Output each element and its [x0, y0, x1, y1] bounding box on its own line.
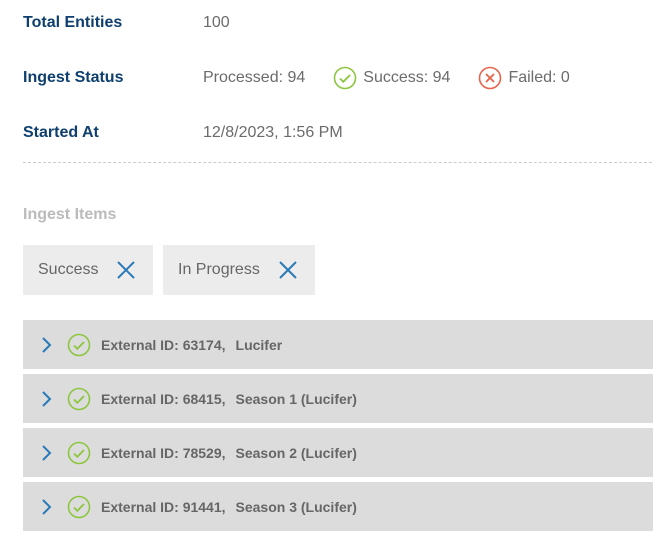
divider	[23, 162, 652, 163]
item-name: Season 2 (Lucifer)	[235, 444, 357, 461]
external-id: External ID: 63174,	[101, 336, 226, 353]
filter-label: Success	[38, 261, 99, 278]
ingest-item-row[interactable]: External ID: 68415, Season 1 (Lucifer)	[23, 374, 653, 423]
ingest-item-row[interactable]: External ID: 63174, Lucifer	[23, 320, 653, 369]
item-name: Season 3 (Lucifer)	[235, 498, 357, 515]
ingest-status-label: Ingest Status	[23, 69, 124, 86]
chevron-right-icon[interactable]	[41, 444, 53, 462]
check-circle-icon	[67, 495, 91, 518]
filter-chip-in-progress: In Progress	[163, 245, 315, 295]
total-entities-label: Total Entities	[23, 14, 123, 31]
close-icon[interactable]	[278, 260, 298, 280]
ingest-item-row[interactable]: External ID: 78529, Season 2 (Lucifer)	[23, 428, 653, 477]
check-circle-icon	[67, 441, 91, 464]
success-status: Success: 94	[333, 66, 450, 90]
x-circle-icon	[479, 66, 502, 90]
external-id: External ID: 68415,	[101, 390, 226, 407]
success-count: Success: 94	[363, 69, 451, 86]
ingest-status-values: Processed: 94 Success: 94 Failed: 0	[203, 66, 598, 90]
external-id: External ID: 78529,	[101, 444, 226, 461]
section-title: Ingest Items	[23, 206, 117, 223]
check-circle-icon	[333, 66, 357, 90]
started-at-label: Started At	[23, 124, 99, 141]
item-name: Lucifer	[235, 336, 283, 353]
close-icon[interactable]	[116, 260, 136, 280]
total-entities-value: 100	[203, 14, 230, 31]
processed-count: Processed: 94	[203, 69, 306, 86]
chevron-right-icon[interactable]	[41, 390, 53, 408]
ingest-item-row[interactable]: External ID: 91441, Season 3 (Lucifer)	[23, 482, 653, 531]
filter-label: In Progress	[178, 261, 260, 278]
chevron-right-icon[interactable]	[41, 336, 53, 354]
item-name: Season 1 (Lucifer)	[235, 390, 357, 407]
failed-count: Failed: 0	[508, 69, 570, 86]
failed-status: Failed: 0	[478, 66, 570, 90]
check-circle-icon	[67, 387, 91, 410]
filter-chip-success: Success	[23, 245, 153, 295]
check-circle-icon	[67, 333, 91, 356]
external-id: External ID: 91441,	[101, 498, 226, 515]
started-at-value: 12/8/2023, 1:56 PM	[203, 124, 343, 141]
chevron-right-icon[interactable]	[41, 498, 53, 516]
